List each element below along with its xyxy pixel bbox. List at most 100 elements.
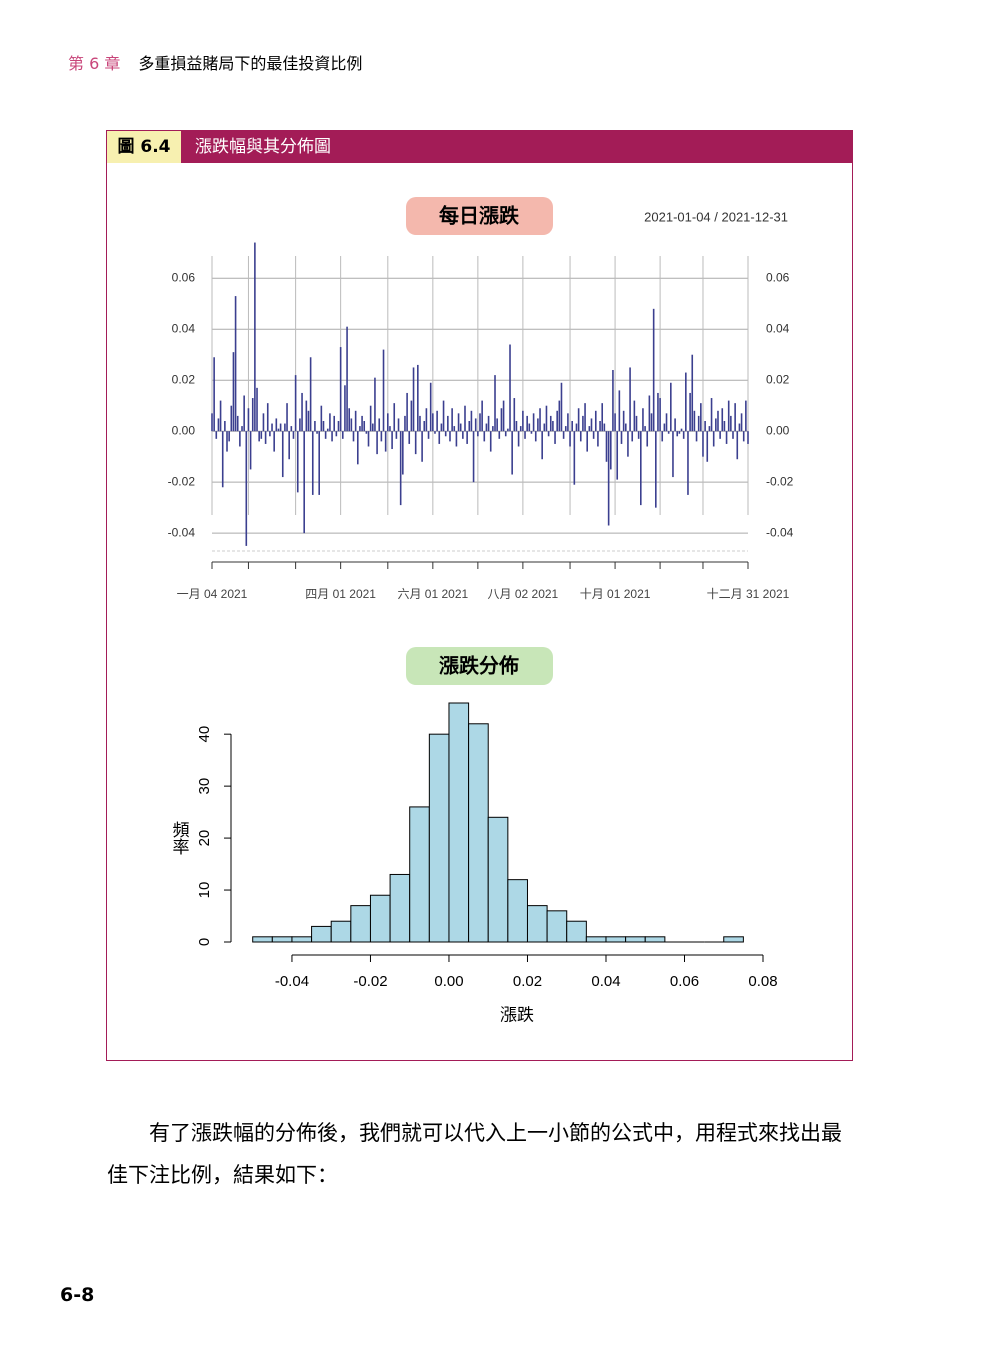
bar [281, 431, 284, 478]
bar [409, 806, 430, 943]
bar [406, 392, 408, 432]
bar [552, 420, 554, 432]
bar [307, 410, 310, 432]
bar [410, 400, 413, 432]
bar [333, 415, 336, 432]
running-header: 第 6 章多重損益賭局下的最佳投資比例 [68, 50, 362, 74]
bar [549, 415, 552, 432]
bar [326, 428, 329, 432]
bar [436, 410, 438, 432]
bar [625, 936, 646, 943]
bar [286, 403, 288, 432]
bar [294, 375, 297, 432]
bar [500, 408, 503, 432]
bar [427, 431, 430, 439]
bar [432, 413, 434, 432]
bar [397, 418, 400, 432]
bar [284, 423, 286, 432]
bar [356, 431, 359, 465]
bar [717, 410, 719, 432]
bar [213, 357, 215, 432]
bar [277, 428, 280, 432]
bar [217, 418, 220, 432]
bar [624, 423, 627, 432]
bar [725, 431, 728, 444]
bar [384, 431, 387, 452]
bar [339, 347, 342, 432]
bar [640, 431, 642, 506]
bar [299, 418, 301, 432]
bar [667, 431, 670, 434]
bar [721, 408, 724, 432]
bar [575, 423, 578, 432]
bar [697, 415, 700, 432]
x-axis-label: 漲跌 [500, 1005, 534, 1024]
bar [301, 392, 303, 432]
bar [303, 431, 305, 534]
bar [509, 344, 511, 432]
bar [648, 395, 651, 432]
bar [470, 410, 473, 432]
bar [448, 702, 470, 943]
bar [288, 431, 290, 460]
bar [646, 431, 649, 447]
bar [468, 420, 471, 432]
bar [451, 408, 453, 432]
bar [676, 431, 679, 437]
bar [693, 410, 696, 432]
bar [584, 403, 586, 432]
chapter: 第 6 章 [68, 54, 121, 73]
bar [532, 413, 535, 432]
bar [537, 418, 539, 432]
bar [695, 431, 698, 442]
bar [234, 296, 237, 432]
bar [221, 431, 224, 488]
bar [504, 431, 507, 437]
bar [586, 431, 588, 452]
y-tick-label: 0.06 [172, 270, 196, 284]
bar [468, 723, 489, 943]
bar [597, 431, 599, 447]
bar [492, 426, 494, 432]
bar [526, 415, 528, 432]
bar [558, 400, 561, 432]
bar [747, 431, 749, 444]
bar [618, 390, 621, 432]
bar [547, 431, 550, 437]
bar [414, 431, 417, 455]
bar [269, 431, 271, 437]
bar [567, 413, 569, 432]
bar [736, 431, 739, 460]
bar [376, 431, 378, 455]
bar [674, 418, 676, 432]
bar [346, 326, 348, 432]
bar [723, 420, 726, 432]
x-tick-label: 一月 04 2021 [177, 587, 248, 601]
bar [428, 733, 450, 943]
bar [459, 423, 462, 432]
bar [279, 423, 282, 432]
bar [318, 431, 320, 495]
bar [687, 431, 689, 495]
y-tick-label: 0.04 [172, 321, 196, 335]
bar [230, 405, 233, 432]
bar [564, 426, 567, 432]
bar [402, 431, 404, 475]
bar [311, 925, 332, 943]
page-number: 6-8 [60, 1284, 95, 1306]
bar [314, 420, 316, 432]
bar [689, 392, 691, 432]
x-tick-label: 0.08 [748, 973, 777, 990]
bar [657, 392, 659, 432]
bar [607, 431, 610, 526]
bar [408, 431, 411, 444]
bar [211, 413, 213, 432]
figure-frame [106, 130, 853, 1061]
y-tick-label: 0 [196, 938, 213, 946]
bar [522, 410, 524, 432]
bar [745, 400, 747, 432]
bar [429, 382, 432, 432]
x-tick-label: 六月 01 2021 [397, 587, 468, 601]
x-tick-label: 0.04 [591, 973, 620, 990]
bar [650, 413, 653, 432]
